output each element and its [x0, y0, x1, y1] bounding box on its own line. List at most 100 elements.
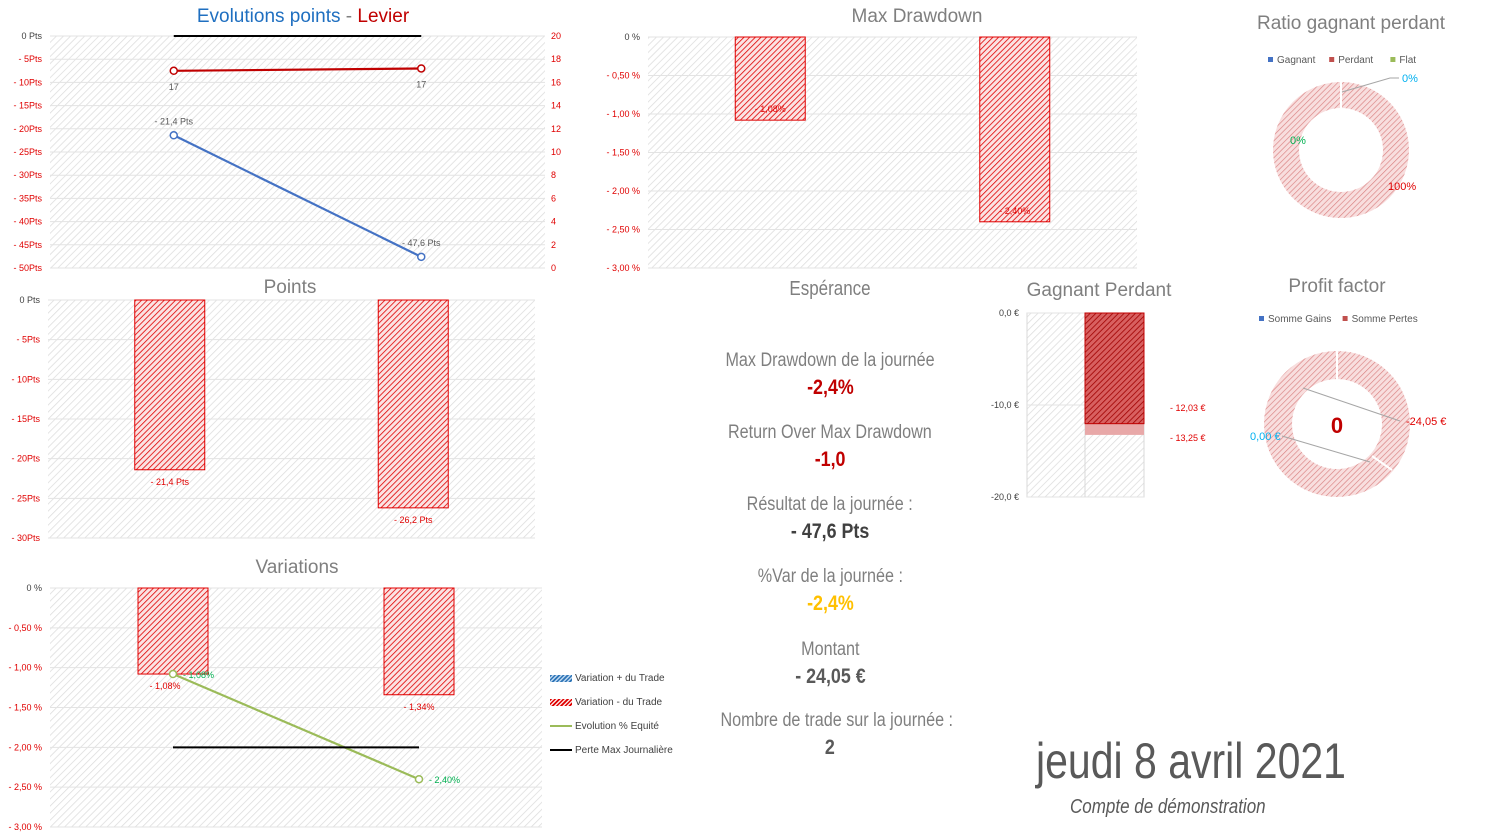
bar-data-label: - 26,2 Pts [394, 515, 433, 525]
evolutions-chart: Evolutions points - Levier 0 Pts - 5Pts - 1… [13, 6, 561, 273]
stat-label: %Var de la journée : [757, 566, 903, 587]
profit-factor-title: Profit factor [1288, 276, 1386, 297]
stat-item: %Var de la journée : -2,4% [700, 566, 960, 618]
legend-label: Flat [1399, 55, 1416, 66]
bar-data-label: - 1,08% [755, 104, 786, 114]
stat-item: Résultat de la journée : - 47,6 Pts [700, 494, 960, 546]
donut-ring [1273, 82, 1409, 218]
stat-value: -1,0 [814, 448, 846, 471]
y2-tick-label: 6 [551, 193, 556, 203]
stat-item: Return Over Max Drawdown -1,0 [700, 422, 960, 474]
bar [734, 36, 806, 121]
slice-data-label: 0% [1402, 73, 1418, 85]
title-part: Levier [357, 6, 409, 27]
slice-separator [1371, 455, 1393, 471]
point-data-label: 17 [416, 79, 426, 89]
y-tick-label: - 5Pts [18, 54, 42, 64]
variations-legend: Variation + du Trade Variation - du Trade… [550, 666, 673, 762]
bar-data-label: - 1,08% [149, 681, 180, 691]
y-tick-label: - 30Pts [11, 533, 40, 543]
legend-label: Evolution % Equité [575, 720, 659, 732]
y-tick-label: - 1,00 % [8, 663, 42, 673]
legend-label: Variation + du Trade [575, 672, 665, 684]
y2-tick-label: 4 [551, 217, 556, 227]
data-point [169, 131, 178, 140]
legend-item: Variation - du Trade [550, 690, 673, 714]
title-part: Evolutions points [197, 6, 341, 27]
variations-chart: Variations 0 % - 0,50 % - 1,00 % - 1,50 % - 2… [8, 557, 542, 832]
data-point [414, 774, 424, 784]
bar [137, 587, 209, 675]
gagnant-perdant-title: Gagnant Perdant [1027, 280, 1172, 301]
legend-item: Evolution % Equité [550, 714, 673, 738]
y-tick-label: - 20Pts [13, 124, 42, 134]
bar-data-label: - 1,34% [403, 702, 434, 712]
data-point [417, 64, 426, 73]
stack-segment [1085, 423, 1144, 435]
y-tick-label: - 10Pts [13, 77, 42, 87]
stat-value: - 24,05 € [794, 665, 866, 688]
stack-label: - 12,03 € [1170, 403, 1206, 413]
y-tick-label: - 2,00 % [606, 186, 640, 196]
bar-data-label: - 2,40% [999, 206, 1030, 216]
stat-label: Résultat de la journée : [746, 494, 914, 515]
account-label: Compte de démonstration [1070, 796, 1266, 818]
y2-tick-label: 16 [551, 77, 561, 87]
y-tick-label: - 25Pts [13, 147, 42, 157]
y-tick-label: - 45Pts [13, 240, 42, 250]
y-tick-label: - 30Pts [13, 170, 42, 180]
point-data-label: - 47,6 Pts [402, 238, 441, 248]
y-tick-label: -10,0 € [991, 400, 1019, 410]
y-tick-label: - 40Pts [13, 217, 42, 227]
data-point [417, 252, 426, 262]
legend-swatch [1390, 57, 1396, 62]
y-tick-label: - 5Pts [16, 335, 40, 345]
point-data-label: - 2,40% [429, 775, 460, 785]
y-tick-label: - 0,50 % [8, 623, 42, 633]
legend-swatch [550, 698, 572, 706]
evolutions-title: Evolutions points - Levier [197, 6, 410, 27]
y2-tick-label: 10 [551, 147, 561, 157]
y-tick-label: - 20Pts [11, 454, 40, 464]
leader-line [1281, 435, 1371, 463]
leader-line [1302, 387, 1401, 422]
slice-data-label: 100% [1388, 181, 1416, 193]
leader-line [1341, 77, 1399, 93]
y-tick-label: - 0,50 % [606, 71, 640, 81]
y-tick-label: - 15Pts [13, 101, 42, 111]
stat-value: - 47,6 Pts [790, 520, 870, 543]
point-data-label: - 1,08% [183, 670, 214, 680]
y-tick-label: - 1,50 % [8, 703, 42, 713]
y-tick-label: 0 % [624, 32, 640, 42]
y-tick-label: - 1,50 % [606, 148, 640, 158]
date-label: jeudi 8 avril 2021 [1036, 733, 1346, 789]
stat-item: Montant - 24,05 € [700, 639, 960, 691]
stat-label: Nombre de trade sur la journée : [720, 710, 954, 731]
title-sep: - [341, 6, 358, 27]
stat-item: Max Drawdown de la journée -2,4% [700, 350, 960, 402]
ratio-chart: Ratio gagnant perdant Gagnant Perdant Flat 0… [1257, 13, 1446, 218]
y-tick-label: - 3,00 % [606, 263, 640, 273]
series-line [173, 134, 422, 258]
y-tick-label: - 3,00 % [8, 822, 42, 832]
legend-swatch [1329, 57, 1335, 62]
series-line [173, 67, 422, 72]
y2-tick-label: 2 [551, 240, 556, 250]
y-tick-label: 0 Pts [21, 31, 42, 41]
legend-swatch [1268, 57, 1273, 62]
y-tick-label: - 10Pts [11, 374, 40, 384]
ratio-title: Ratio gagnant perdant [1257, 13, 1446, 34]
legend-swatch [550, 749, 572, 751]
y2-tick-label: 14 [551, 101, 561, 111]
stack-segment [1084, 312, 1145, 425]
bar-data-label: - 21,4 Pts [150, 477, 189, 487]
y2-tick-label: 0 [551, 263, 556, 273]
y-tick-label: 0,0 € [999, 308, 1019, 318]
y-tick-label: - 35Pts [13, 193, 42, 203]
stat-value: -2,4% [806, 592, 854, 615]
y2-tick-label: 18 [551, 54, 561, 64]
legend-label: Perdant [1338, 55, 1373, 66]
legend-swatch [1342, 316, 1348, 321]
y-tick-label: 0 Pts [19, 295, 40, 305]
